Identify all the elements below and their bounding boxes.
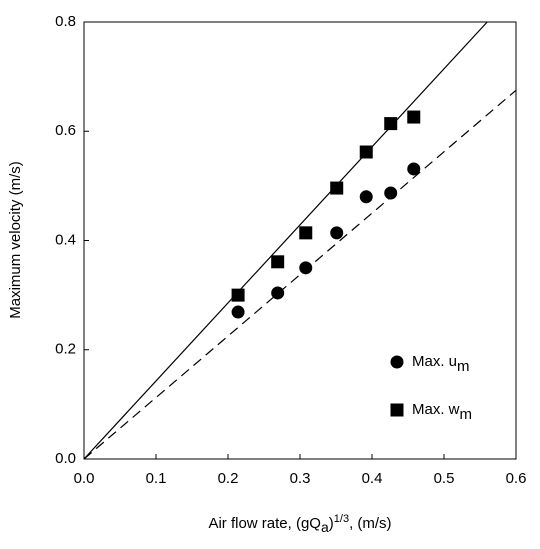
y-tick-label: 0.4: [55, 231, 76, 248]
x-tick-label: 0.1: [146, 470, 167, 487]
marker-circle: [330, 226, 344, 240]
marker-circle: [231, 305, 245, 319]
y-tick-label: 0.8: [55, 13, 76, 30]
y-tick-label: 0.6: [55, 122, 76, 139]
x-label-part: Air flow rate, (gQ: [208, 515, 321, 532]
marker-circle: [271, 286, 285, 300]
x-tick-label: 0.3: [290, 470, 311, 487]
legend-subscript: m: [457, 358, 470, 375]
x-label-part: ): [329, 515, 334, 532]
x-tick-label: 0.5: [434, 470, 455, 487]
legend-marker: [390, 355, 404, 369]
marker-circle: [359, 190, 373, 204]
marker-circle: [384, 186, 398, 200]
fit-line: [83, 21, 488, 460]
y-tick-label: 0.0: [55, 450, 76, 467]
plot-frame: [83, 21, 517, 460]
x-tick-label: 0.2: [218, 470, 239, 487]
y-tick-label: 0.2: [55, 341, 76, 358]
marker-square: [299, 226, 313, 240]
legend-marker: [390, 403, 404, 417]
marker-square: [271, 255, 285, 269]
x-label-part: , (m/s): [349, 515, 392, 532]
y-axis-label: Maximum velocity (m/s): [7, 161, 24, 319]
x-label-part: 1/3: [334, 513, 349, 525]
legend-name: Max. w: [412, 401, 460, 418]
legend-label: Max. wm: [412, 401, 472, 423]
x-axis-label: Air flow rate, (gQa)1/3, (m/s): [208, 513, 391, 535]
marker-square: [231, 288, 245, 302]
fit-line: [83, 89, 517, 460]
x-tick-label: 0.4: [362, 470, 383, 487]
x-label-part: a: [321, 519, 329, 535]
x-tick-label: 0.0: [74, 470, 95, 487]
legend-name: Max. u: [412, 353, 457, 370]
marker-circle: [299, 261, 313, 275]
marker-square: [359, 145, 373, 159]
legend-label: Max. um: [412, 353, 470, 375]
legend-subscript: m: [460, 406, 473, 423]
marker-square: [407, 110, 421, 124]
x-tick-label: 0.6: [506, 470, 527, 487]
marker-square: [384, 117, 398, 131]
marker-square: [330, 181, 344, 195]
marker-circle: [407, 162, 421, 176]
